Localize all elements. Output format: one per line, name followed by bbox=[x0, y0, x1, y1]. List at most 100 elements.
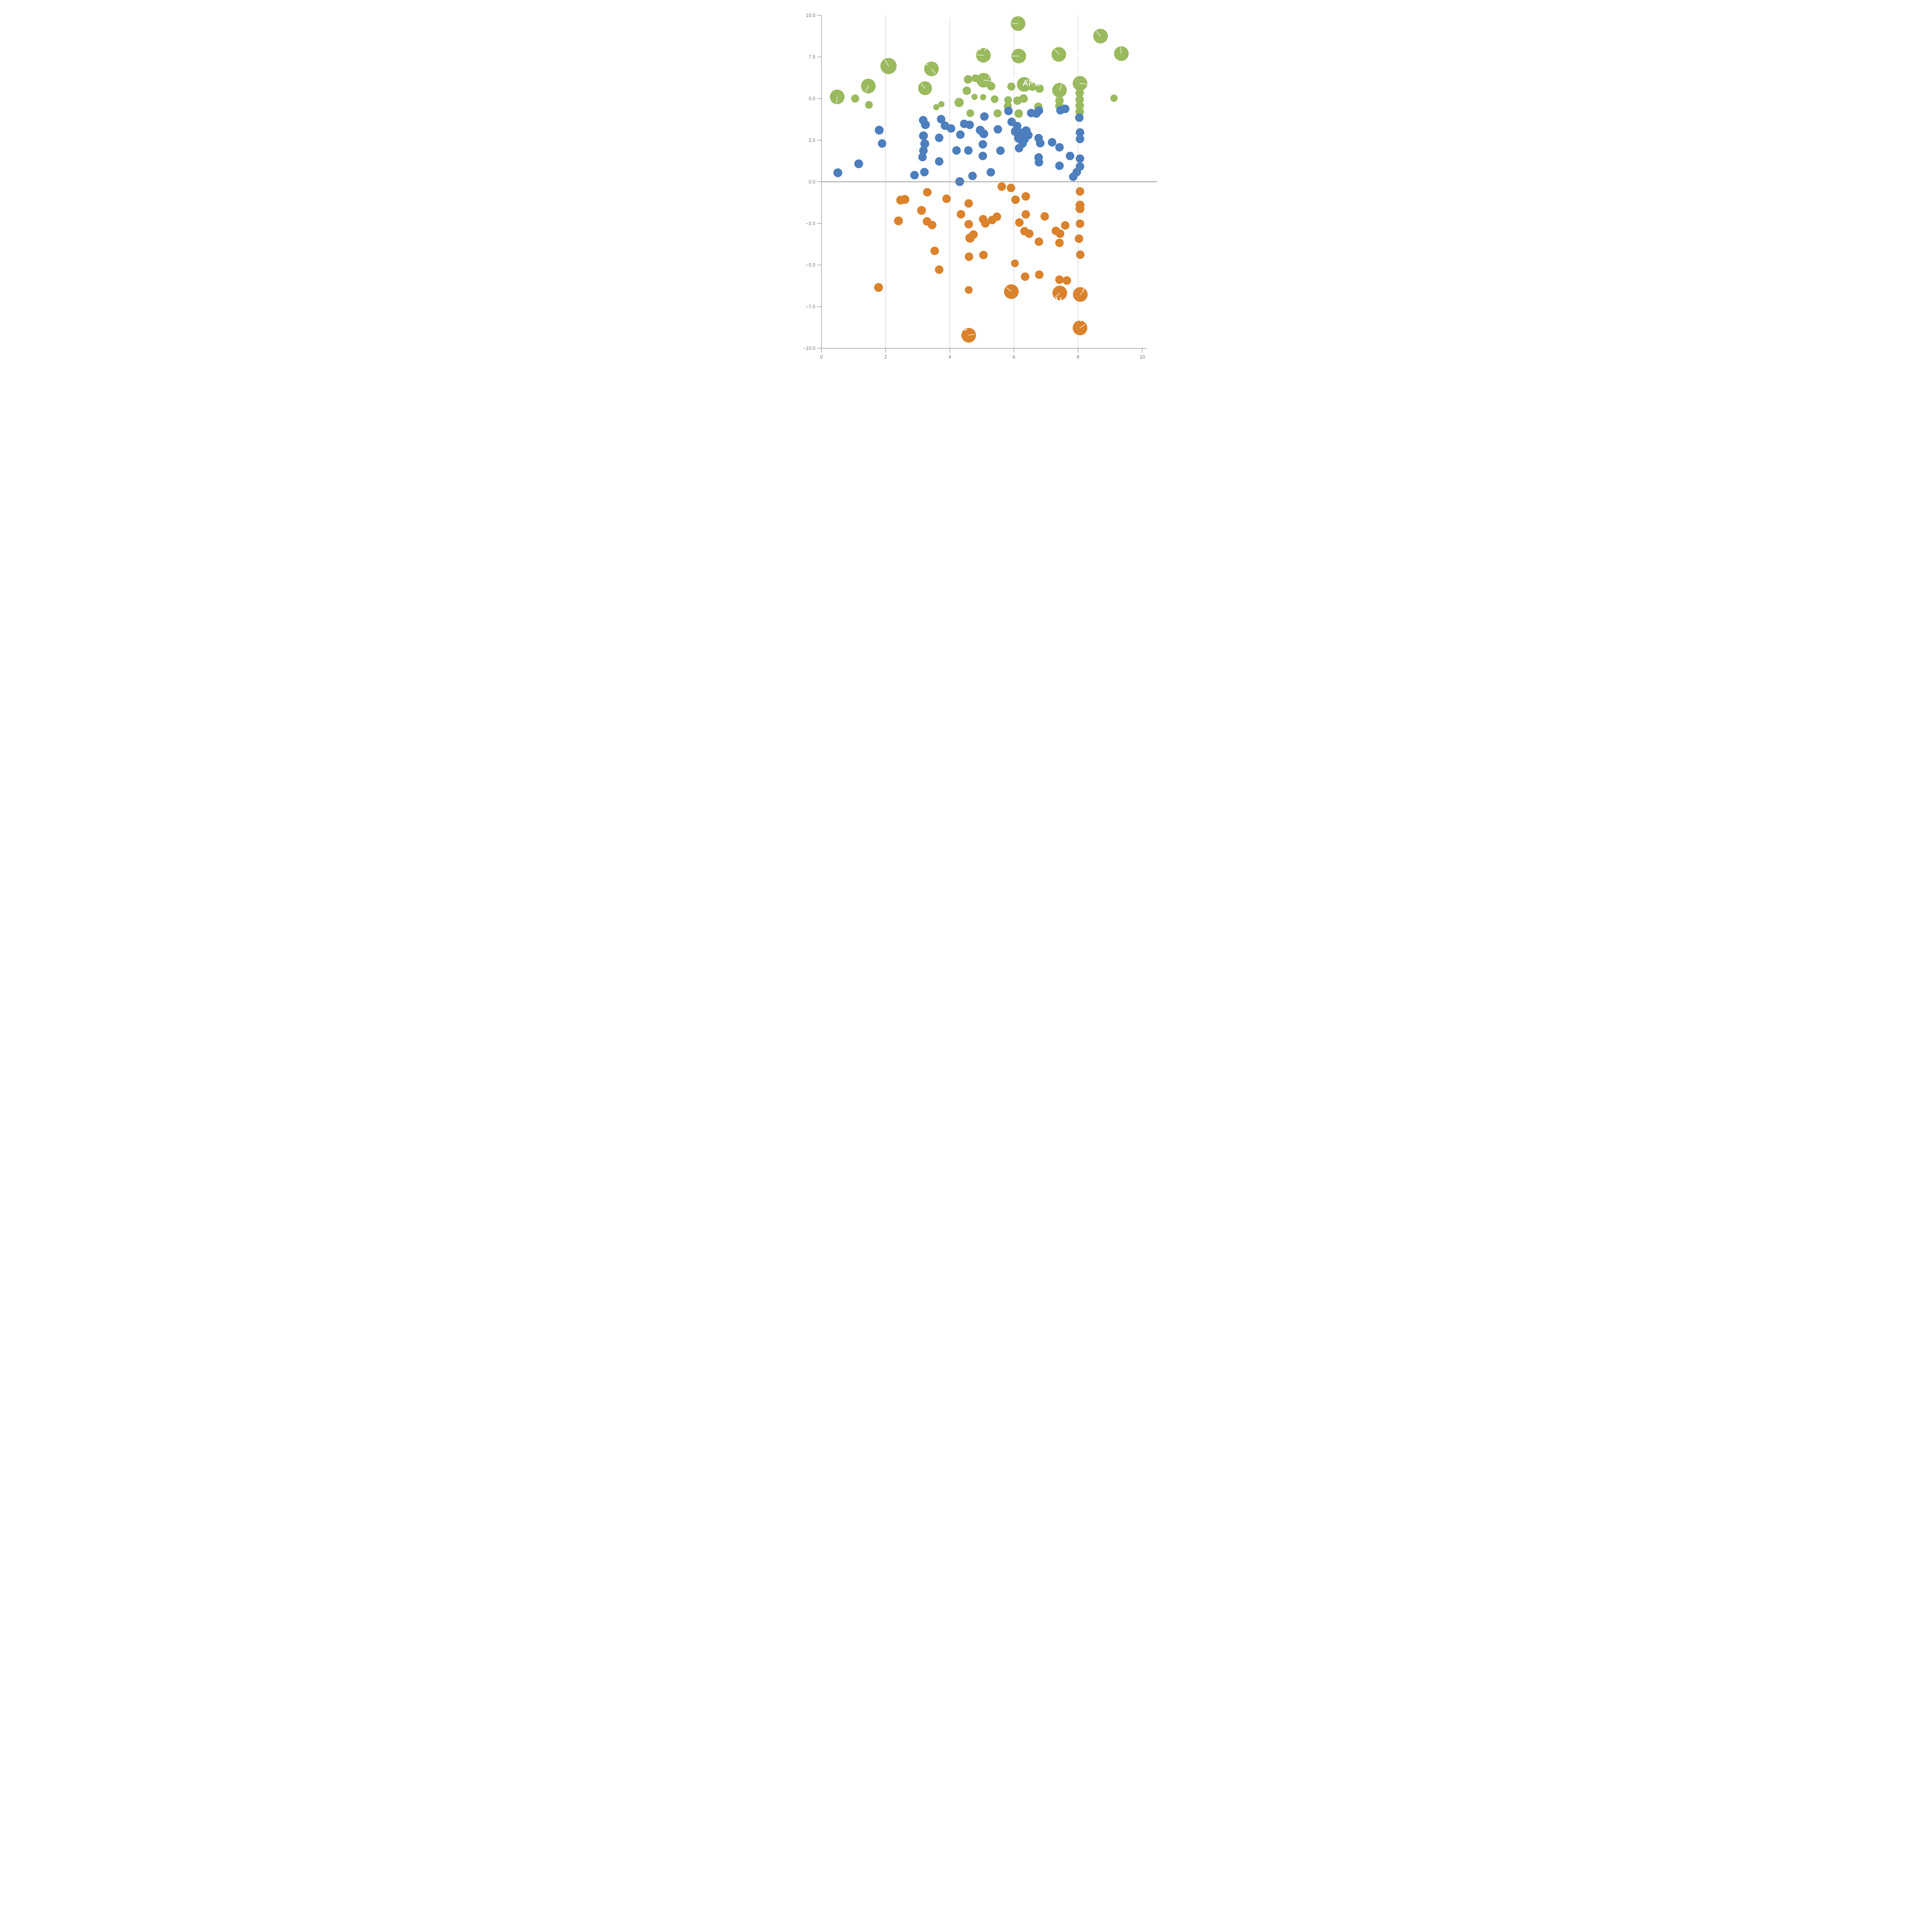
bubble bbox=[1024, 131, 1033, 139]
bubble-needle bbox=[1080, 324, 1086, 328]
bubble bbox=[878, 139, 886, 148]
bubble-layer bbox=[830, 16, 1129, 343]
axis-layer: 10.0 7.5 5.0 2.5 0.0 −2.5 −5.0 −7.5 −10.0 0 2 4 6 8 10 bbox=[803, 13, 1146, 360]
bubble-needle bbox=[1059, 84, 1062, 91]
bubble bbox=[1019, 94, 1028, 103]
bubble bbox=[920, 168, 929, 177]
white-letter-fragment bbox=[925, 61, 929, 64]
x-tick-label: 2 bbox=[884, 354, 887, 360]
bubble bbox=[997, 182, 1006, 191]
bubble bbox=[1075, 101, 1084, 110]
bubble bbox=[979, 251, 988, 259]
bubble bbox=[1035, 84, 1044, 93]
bubble bbox=[947, 124, 956, 133]
bubble bbox=[980, 112, 989, 121]
bubble-needle bbox=[968, 333, 975, 336]
bubble bbox=[978, 151, 987, 160]
bubble bbox=[954, 98, 964, 107]
bubble bbox=[966, 109, 975, 117]
white-letter-fragment bbox=[988, 75, 991, 79]
bubble-needle bbox=[884, 60, 889, 66]
bubble-needle bbox=[1080, 289, 1085, 295]
bubble bbox=[1075, 234, 1083, 243]
bubble bbox=[993, 109, 1002, 117]
bubble bbox=[1055, 238, 1064, 247]
bubble bbox=[935, 265, 944, 274]
x-tick-label: 10 bbox=[1139, 354, 1145, 360]
bubble bbox=[968, 172, 977, 180]
bubble bbox=[851, 94, 859, 103]
bubble bbox=[935, 157, 944, 166]
watermark-word-1: APIs bbox=[1022, 78, 1041, 88]
y-tick-label: −5.0 bbox=[806, 262, 815, 268]
bubble bbox=[938, 101, 945, 107]
bubble bbox=[910, 171, 919, 180]
bubble bbox=[1007, 82, 1015, 91]
white-letter-fragment bbox=[976, 46, 982, 50]
y-tick-label: −10.0 bbox=[803, 346, 815, 351]
bubble bbox=[1076, 187, 1084, 196]
bubble-needle bbox=[931, 68, 936, 74]
bubble bbox=[964, 220, 973, 229]
bubble bbox=[1004, 96, 1012, 104]
y-tick-label: −2.5 bbox=[806, 221, 815, 226]
bubble bbox=[986, 168, 995, 177]
bubble bbox=[1069, 172, 1078, 181]
bubble bbox=[874, 126, 884, 135]
bubble bbox=[918, 153, 927, 162]
group-orange-bubbles bbox=[874, 182, 1088, 343]
bubble bbox=[1036, 139, 1045, 148]
figure-canvas: NEW APIs 10.0 7.5 5.0 2.5 0.0 −2.5 −5.0 −7.5 −10.0… bbox=[773, 0, 1159, 386]
bubble-needle bbox=[1080, 83, 1087, 85]
bubble bbox=[965, 286, 973, 294]
bubble bbox=[969, 230, 978, 239]
bubble bbox=[965, 121, 974, 129]
bubble bbox=[1021, 192, 1030, 201]
x-tick-label: 4 bbox=[949, 354, 951, 360]
bubble-needle bbox=[1024, 79, 1029, 85]
bubble bbox=[1076, 154, 1084, 163]
bubble bbox=[1075, 95, 1084, 104]
bubble bbox=[1055, 162, 1064, 170]
bubble-needle bbox=[865, 85, 869, 92]
bubble-needle bbox=[1054, 293, 1060, 298]
y-tick-label: 2.5 bbox=[809, 138, 815, 143]
white-letter-fragment bbox=[984, 45, 988, 51]
bubble bbox=[964, 146, 973, 155]
y-tick-label: 10.0 bbox=[806, 13, 815, 18]
bubble bbox=[1056, 229, 1065, 238]
bubble bbox=[942, 194, 951, 203]
bubble bbox=[1048, 138, 1056, 147]
group-green-bubbles bbox=[830, 16, 1129, 118]
bubble bbox=[993, 212, 1001, 221]
bubble bbox=[1034, 158, 1043, 167]
bubble-needle bbox=[1054, 49, 1060, 55]
bubble bbox=[1025, 229, 1034, 238]
bubble bbox=[963, 86, 971, 95]
bubble bbox=[937, 115, 946, 124]
bubble bbox=[1011, 195, 1020, 204]
bubble bbox=[978, 140, 987, 149]
bubble bbox=[1028, 82, 1037, 91]
bubble bbox=[971, 94, 978, 100]
bubble bbox=[1015, 218, 1024, 227]
bubble bbox=[993, 125, 1002, 134]
bubble bbox=[1040, 212, 1049, 221]
bubble bbox=[1063, 276, 1071, 285]
bubble bbox=[1014, 109, 1023, 118]
bubble-needle bbox=[921, 83, 925, 89]
y-tick-label: −7.5 bbox=[806, 304, 815, 310]
bubble bbox=[987, 82, 996, 91]
bubble bbox=[980, 94, 986, 100]
bubble bbox=[991, 95, 999, 103]
bubble bbox=[1055, 275, 1064, 284]
bubble bbox=[894, 216, 903, 226]
bubble bbox=[957, 210, 965, 219]
bubble bbox=[996, 146, 1005, 155]
bubble bbox=[964, 252, 973, 261]
bubble bbox=[1076, 219, 1084, 228]
bubble bbox=[964, 199, 973, 208]
bubble bbox=[1055, 143, 1064, 152]
